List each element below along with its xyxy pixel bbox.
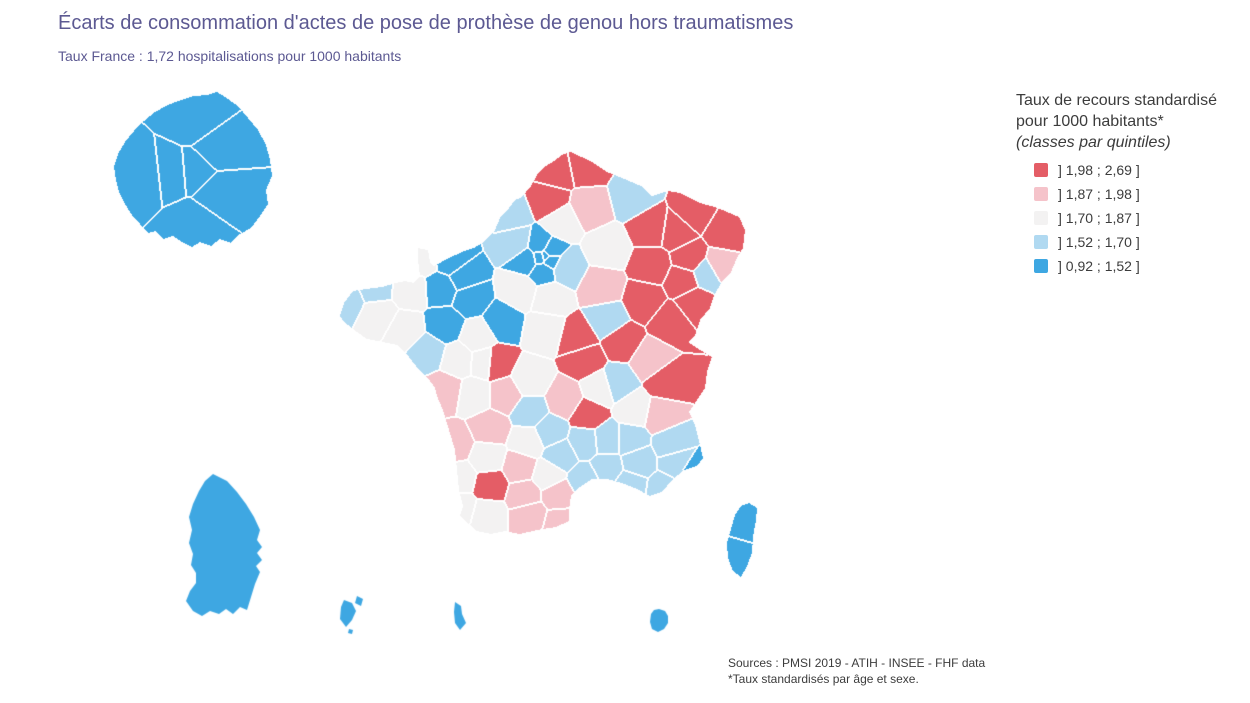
legend-swatch-q4 bbox=[1034, 235, 1048, 249]
legend-label-q2: ] 1,87 ; 1,98 ] bbox=[1058, 186, 1140, 202]
legend-item: ] 1,87 ; 1,98 ] bbox=[1016, 186, 1246, 202]
footnotes: Sources : PMSI 2019 - ATIH - INSEE - FHF… bbox=[728, 655, 985, 687]
legend-label-q1: ] 1,98 ; 2,69 ] bbox=[1058, 162, 1140, 178]
legend-item: ] 1,70 ; 1,87 ] bbox=[1016, 210, 1246, 226]
legend-item: ] 0,92 ; 1,52 ] bbox=[1016, 258, 1246, 274]
legend-label-q3: ] 1,70 ; 1,87 ] bbox=[1058, 210, 1140, 226]
legend-swatch-q3 bbox=[1034, 211, 1048, 225]
legend-label-q4: ] 1,52 ; 1,70 ] bbox=[1058, 234, 1140, 250]
legend-swatch-q1 bbox=[1034, 163, 1048, 177]
legend-item: ] 1,98 ; 2,69 ] bbox=[1016, 162, 1246, 178]
legend-title-line2: pour 1000 habitants* bbox=[1016, 113, 1164, 130]
legend-title-line1: Taux de recours standardisé bbox=[1016, 92, 1217, 109]
legend-label-q5: ] 0,92 ; 1,52 ] bbox=[1058, 258, 1140, 274]
legend-item: ] 1,52 ; 1,70 ] bbox=[1016, 234, 1246, 250]
legend: Taux de recours standardisé pour 1000 ha… bbox=[1016, 90, 1246, 274]
sources-line: Sources : PMSI 2019 - ATIH - INSEE - FHF… bbox=[728, 656, 986, 670]
legend-swatch-q2 bbox=[1034, 187, 1048, 201]
legend-swatch-q5 bbox=[1034, 259, 1048, 273]
standardization-note: *Taux standardisés par âge et sexe. bbox=[728, 672, 919, 686]
legend-subtitle: (classes par quintiles) bbox=[1016, 134, 1171, 151]
